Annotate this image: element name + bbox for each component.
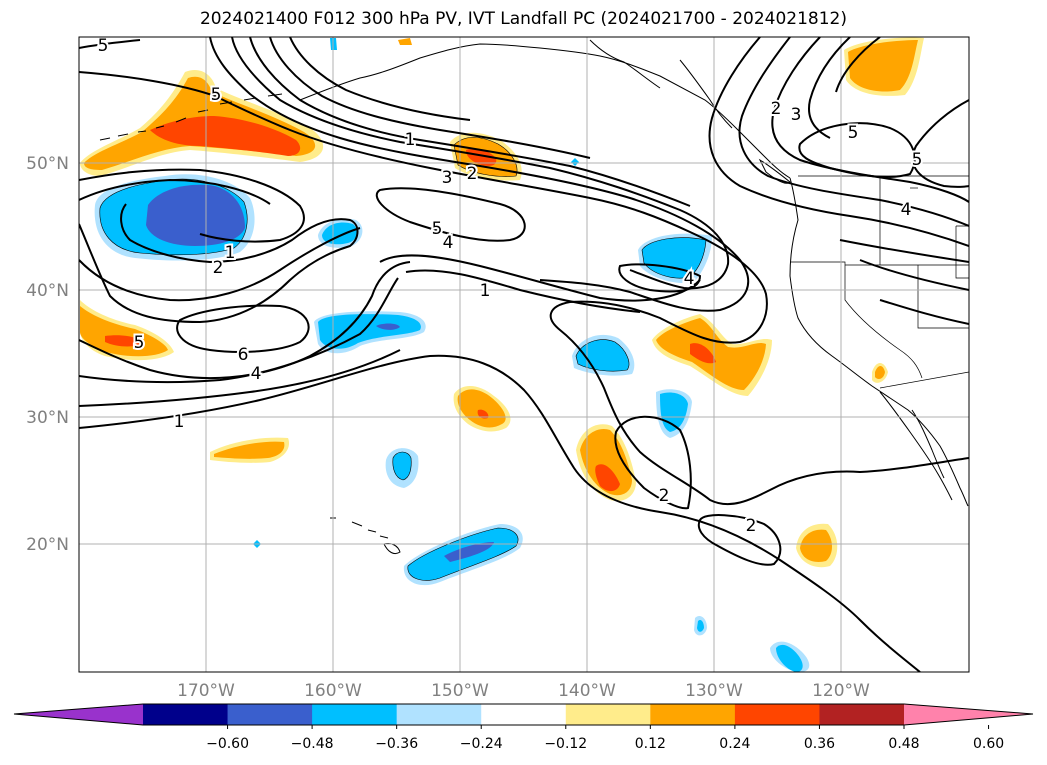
lon-label-150w: 150°W <box>431 681 489 701</box>
contour-label: 1 <box>480 281 491 301</box>
colorbar-extend-min <box>14 704 143 725</box>
colorbar-segment <box>481 704 567 725</box>
colorbar-tick-label: −0.36 <box>375 736 418 752</box>
colorbar-segment <box>143 704 229 725</box>
colorbar-segment <box>312 704 398 725</box>
contour-label: 1 <box>174 412 185 432</box>
colorbar-segment <box>227 704 313 725</box>
contour-label: 5 <box>848 123 859 143</box>
contour-label: 5 <box>98 36 109 56</box>
contour-label: 6 <box>238 345 249 365</box>
contour-label: 2 <box>659 486 670 506</box>
contour-label: 2 <box>746 516 757 536</box>
lat-label-50n: 50°N <box>26 154 69 174</box>
gridlines <box>79 37 969 672</box>
lon-label-130w: 130°W <box>685 681 743 701</box>
lon-label-140w: 140°W <box>558 681 616 701</box>
contour-label: 3 <box>791 105 802 125</box>
contour-label: 2 <box>467 164 478 184</box>
contour-label: 3 <box>442 168 453 188</box>
colorbar-extend-max <box>904 704 1033 725</box>
lat-label-40n: 40°N <box>26 281 69 301</box>
contour-label: 4 <box>443 233 454 253</box>
colorbar-outline <box>13 703 1034 726</box>
longitude-labels: 170°W 160°W 150°W 140°W 130°W 120°W <box>177 681 870 701</box>
colorbar-tick-label: 0.60 <box>973 736 1004 752</box>
coastlines <box>99 39 969 555</box>
lat-label-30n: 30°N <box>26 408 69 428</box>
lon-label-120w: 120°W <box>812 681 870 701</box>
colorbar-ticks: −0.60 −0.48 −0.36 −0.24 −0.12 0.12 0.24 0.36 0.4… <box>206 725 1004 752</box>
contour-label: 2 <box>213 258 224 278</box>
ivt-contours <box>79 37 969 672</box>
pv-positive-shading <box>80 37 924 568</box>
contour-label: 5 <box>912 150 923 170</box>
colorbar-segment <box>650 704 736 725</box>
contour-label: 4 <box>901 200 912 220</box>
colorbar: −0.60 −0.48 −0.36 −0.24 −0.12 0.12 0.24 0.36 0.4… <box>13 703 1034 752</box>
colorbar-tick-label: 0.24 <box>719 736 750 752</box>
colorbar-segments <box>14 704 1033 725</box>
contour-label: 5 <box>134 333 145 353</box>
colorbar-segment <box>734 704 820 725</box>
colorbar-tick-label: 0.36 <box>804 736 835 752</box>
colorbar-tick-label: −0.12 <box>544 736 587 752</box>
contour-label: 4 <box>684 269 695 289</box>
colorbar-tick-label: −0.24 <box>460 736 503 752</box>
contour-label: 5 <box>211 85 222 105</box>
lat-label-20n: 20°N <box>26 535 69 555</box>
colorbar-segment <box>819 704 905 725</box>
lon-label-170w: 170°W <box>177 681 235 701</box>
map-title: 2024021400 F012 300 hPa PV, IVT Landfall… <box>199 9 847 29</box>
contour-label: 5 <box>432 219 443 239</box>
colorbar-tick-label: −0.60 <box>206 736 249 752</box>
contour-label: 1 <box>405 130 416 150</box>
colorbar-tick-label: 0.12 <box>635 736 666 752</box>
colorbar-tick-label: 0.48 <box>888 736 919 752</box>
colorbar-segment <box>565 704 651 725</box>
colorbar-segment <box>396 704 482 725</box>
lon-label-160w: 160°W <box>304 681 362 701</box>
contour-label: 2 <box>771 99 782 119</box>
latitude-labels: 50°N 40°N 30°N 20°N <box>26 154 69 555</box>
colorbar-tick-label: −0.48 <box>291 736 334 752</box>
contour-label: 4 <box>251 364 262 384</box>
map-frame <box>78 36 970 673</box>
contour-label: 1 <box>225 243 236 263</box>
